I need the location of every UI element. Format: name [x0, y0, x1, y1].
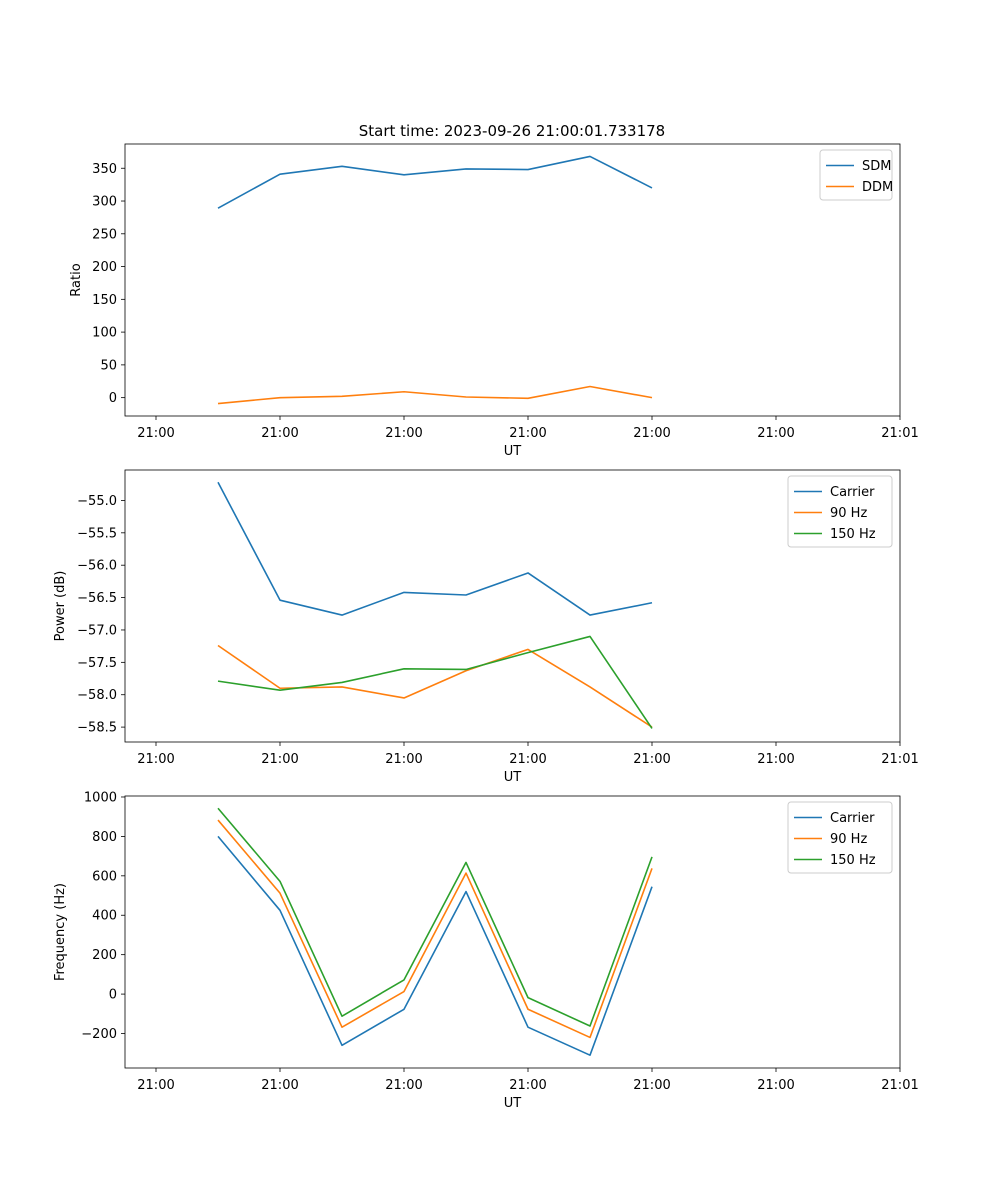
y-axis-label: Frequency (Hz): [53, 883, 68, 981]
y-tick-label: 1000: [84, 790, 117, 805]
x-tick-label: 21:00: [261, 752, 298, 767]
y-tick-label: 0: [109, 988, 117, 1003]
y-tick-label: −57.5: [77, 656, 117, 671]
chart-panel-1: 21:00 21:00 21:00 21:00 21:00 21:00 21:01 0 50 10…: [69, 143, 919, 459]
x-tick-label: 21:01: [881, 426, 918, 441]
x-tick-label: 21:00: [757, 1078, 794, 1093]
axes-frame: [124, 143, 901, 417]
x-tick-label: 21:00: [633, 1078, 670, 1093]
series-line-sdm: [217, 155, 653, 209]
y-tick-label: 400: [92, 909, 117, 924]
y-tick-label: −58.5: [77, 721, 117, 736]
y-tick-label: −55.5: [77, 526, 117, 541]
legend-label: 90 Hz: [830, 506, 867, 521]
legend: Carrier 90 Hz 150 Hz: [787, 801, 893, 874]
chart-panel-3: 21:00 21:00 21:00 21:00 21:00 21:00 21:01 −200 0…: [53, 790, 919, 1111]
x-tick-label: 21:00: [137, 752, 174, 767]
series-line-ddm: [217, 385, 653, 405]
x-tick-label: 21:00: [261, 1078, 298, 1093]
legend-label: 150 Hz: [830, 527, 876, 542]
legend-label: 150 Hz: [830, 853, 876, 868]
y-tick-label: 50: [100, 358, 117, 373]
x-tick-label: 21:00: [757, 752, 794, 767]
y-tick-label: −55.0: [77, 494, 117, 509]
x-tick-label: 21:00: [385, 426, 422, 441]
x-tick-label: 21:00: [509, 1078, 546, 1093]
series-line-90-hz: [217, 819, 653, 1039]
y-tick-label: 250: [92, 227, 117, 242]
y-tick-label: 150: [92, 293, 117, 308]
axes-frame: [124, 795, 901, 1069]
y-axis-label: Power (dB): [53, 571, 68, 642]
legend-label: SDM: [862, 159, 891, 174]
series-line-carrier: [217, 835, 653, 1056]
figure-title: Start time: 2023-09-26 21:00:01.733178: [359, 122, 665, 140]
x-tick-label: 21:00: [633, 752, 670, 767]
y-tick-label: −58.0: [77, 688, 117, 703]
legend-label: DDM: [862, 180, 893, 195]
series-line-150-hz: [217, 635, 653, 729]
legend-box: [787, 475, 893, 548]
chart-panel-2: 21:00 21:00 21:00 21:00 21:00 21:00 21:01 −55.0…: [53, 469, 919, 785]
y-tick-label: −56.0: [77, 559, 117, 574]
y-tick-label: 200: [92, 948, 117, 963]
x-axis-label: UT: [504, 770, 522, 785]
y-tick-label: 100: [92, 326, 117, 341]
x-tick-label: 21:00: [261, 426, 298, 441]
x-tick-label: 21:00: [509, 752, 546, 767]
x-tick-label: 21:00: [137, 426, 174, 441]
legend: SDM DDM: [819, 149, 893, 201]
x-axis-label: UT: [504, 444, 522, 459]
y-tick-label: 0: [109, 391, 117, 406]
axes-frame: [124, 469, 901, 743]
series-line-90-hz: [217, 644, 653, 728]
x-tick-label: 21:00: [137, 1078, 174, 1093]
x-tick-label: 21:00: [633, 426, 670, 441]
series-line-carrier: [217, 481, 653, 616]
y-tick-label: −57.0: [77, 623, 117, 638]
y-tick-label: 350: [92, 162, 117, 177]
legend-box: [819, 149, 893, 201]
y-tick-label: 800: [92, 830, 117, 845]
x-tick-label: 21:00: [757, 426, 794, 441]
legend-label: Carrier: [830, 485, 875, 500]
y-tick-label: 200: [92, 260, 117, 275]
x-tick-label: 21:00: [509, 426, 546, 441]
x-tick-label: 21:00: [385, 1078, 422, 1093]
legend-label: 90 Hz: [830, 832, 867, 847]
x-tick-label: 21:01: [881, 1078, 918, 1093]
y-axis-label: Ratio: [69, 263, 84, 296]
legend: Carrier 90 Hz 150 Hz: [787, 475, 893, 548]
x-tick-label: 21:00: [385, 752, 422, 767]
y-tick-label: −200: [81, 1027, 117, 1042]
x-tick-label: 21:01: [881, 752, 918, 767]
y-tick-label: −56.5: [77, 591, 117, 606]
x-axis-label: UT: [504, 1096, 522, 1111]
y-tick-label: 600: [92, 869, 117, 884]
series-line-150-hz: [217, 807, 653, 1027]
legend-box: [787, 801, 893, 874]
legend-label: Carrier: [830, 811, 875, 826]
y-tick-label: 300: [92, 195, 117, 210]
